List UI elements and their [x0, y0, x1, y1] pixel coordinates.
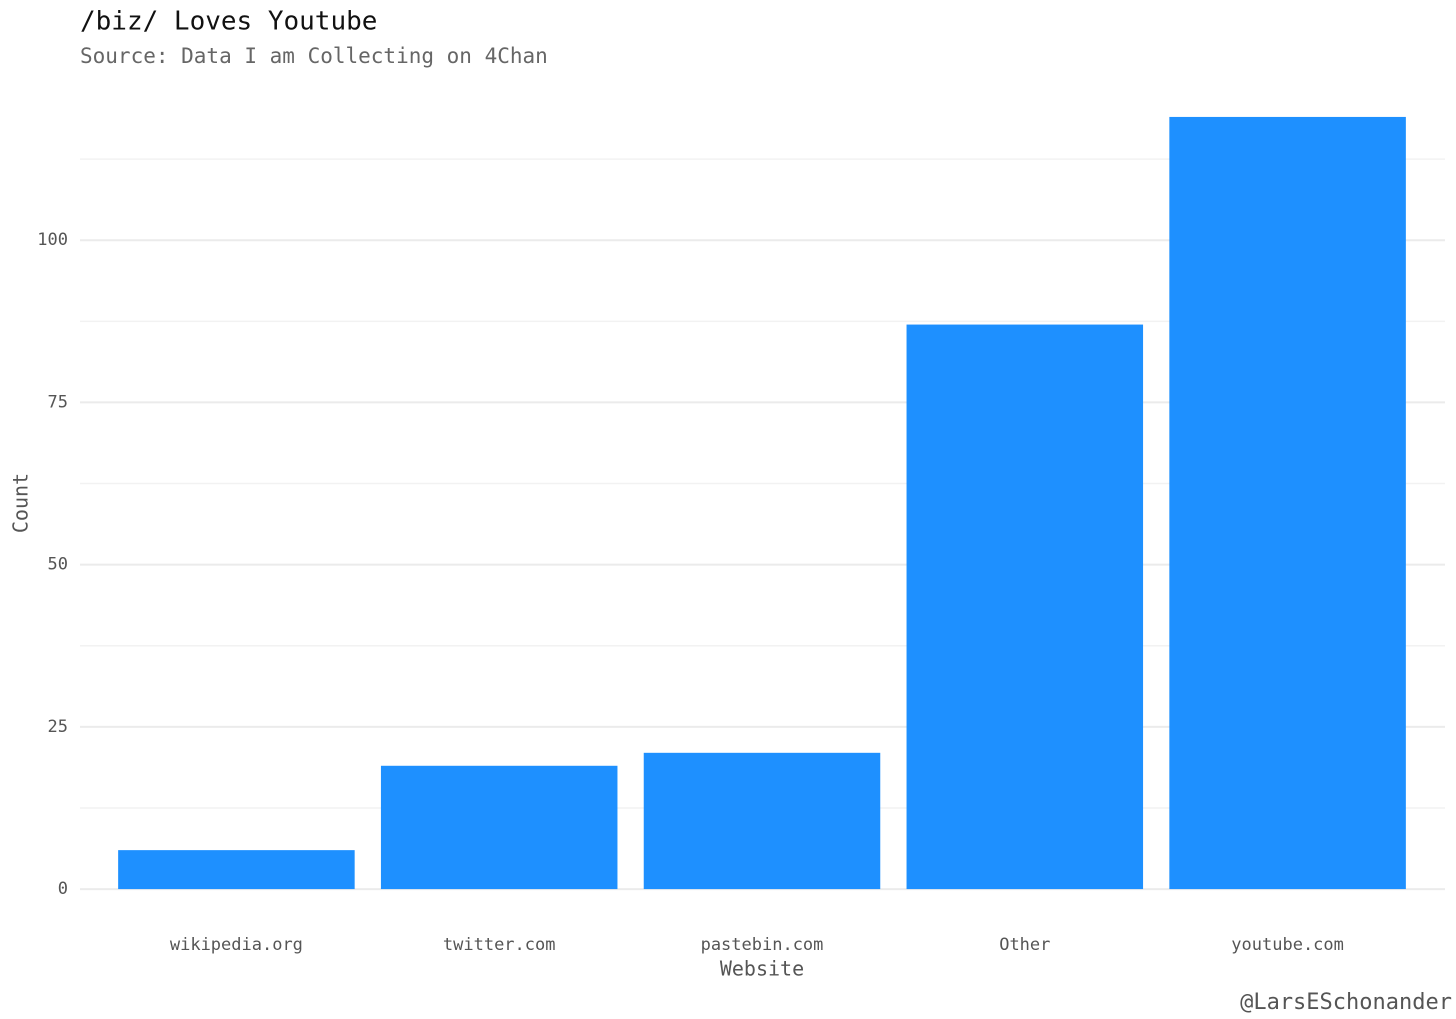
x-tick-label: twitter.com	[443, 935, 556, 955]
y-tick-label: 25	[48, 717, 68, 737]
bar	[380, 765, 618, 890]
x-tick-label: pastebin.com	[701, 935, 824, 955]
y-tick-label: 0	[58, 879, 68, 899]
y-tick-label: 50	[48, 555, 68, 575]
bar	[118, 850, 355, 890]
y-axis-label: Count	[9, 473, 33, 533]
x-axis-label: Website	[720, 957, 804, 981]
bar	[906, 324, 1144, 890]
x-tick-label: youtube.com	[1231, 935, 1344, 955]
bar	[643, 752, 881, 890]
x-tick-label: Other	[999, 935, 1050, 955]
y-tick-label: 75	[48, 392, 68, 412]
chart-subtitle: Source: Data I am Collecting on 4Chan	[80, 44, 548, 68]
y-tick-label: 100	[37, 230, 68, 250]
chart-title: /biz/ Loves Youtube	[80, 7, 377, 37]
x-tick-label: wikipedia.org	[170, 935, 303, 955]
bar	[1169, 116, 1406, 890]
caption: @LarsESchonander	[1240, 990, 1452, 1015]
